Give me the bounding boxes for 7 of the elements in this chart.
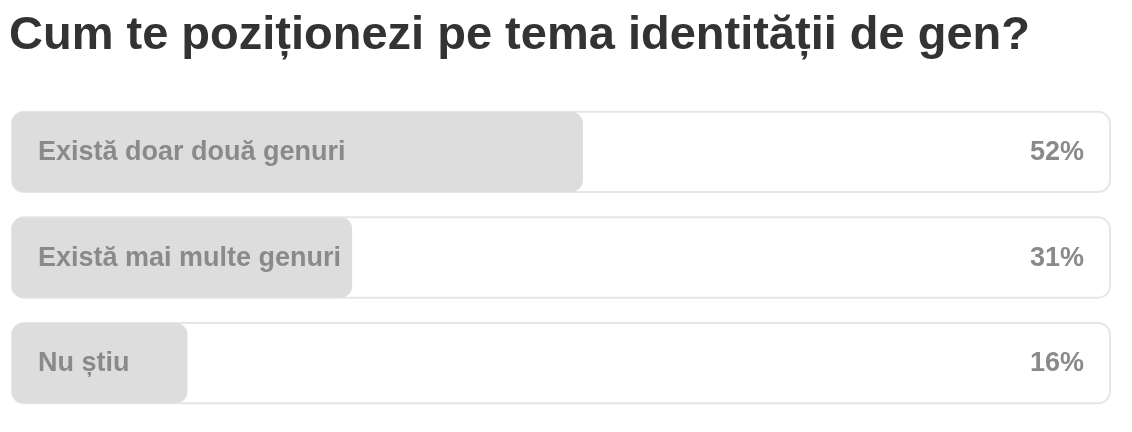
data-label: 16%: [1029, 347, 1084, 378]
y-tick-label: Nu știu: [38, 347, 130, 378]
data-label: 52%: [1029, 135, 1084, 166]
y-tick-label: Există mai multe genuri: [38, 241, 342, 272]
chart-title: Cum te poziționezi pe tema identității de gen?: [9, 6, 1031, 60]
data-label: 31%: [1029, 241, 1084, 272]
y-tick-label: Există doar două genuri: [38, 135, 346, 166]
